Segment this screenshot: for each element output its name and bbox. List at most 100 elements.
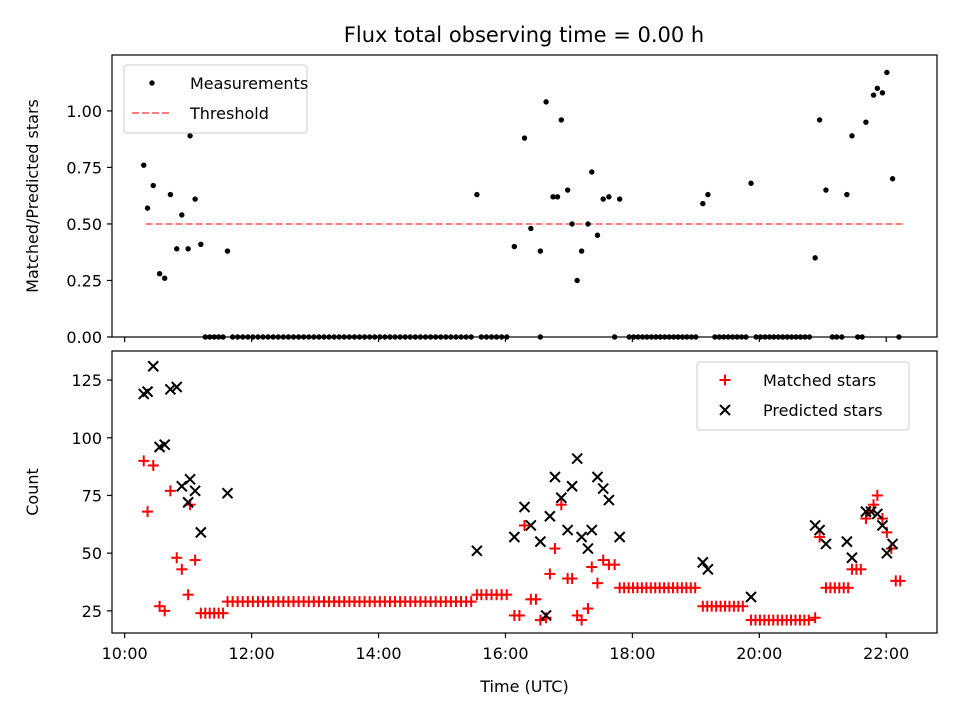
legend-marker: [149, 80, 155, 86]
matched-point: [860, 513, 872, 525]
matched-point: [159, 605, 171, 617]
measurement-point: [198, 241, 204, 248]
matched-point: [737, 600, 749, 612]
predicted-point: [702, 563, 714, 576]
predicted-point: [540, 609, 552, 622]
measurement-point: [141, 162, 147, 168]
predicted-point: [575, 531, 588, 543]
predicted-point: [571, 452, 583, 465]
predicted-point: [525, 519, 537, 532]
measurement-point: [889, 176, 896, 182]
predicted-point: [221, 487, 234, 499]
legend-label: Predicted stars: [763, 401, 883, 420]
matched-point: [534, 614, 546, 626]
measurement-point: [863, 119, 869, 125]
matched-point: [555, 499, 567, 511]
measurement-point: [870, 92, 877, 98]
y-tick-label: 125: [71, 371, 102, 390]
measurement-point: [585, 221, 591, 227]
measurement-point: [844, 191, 850, 198]
matched-point: [530, 593, 542, 605]
matched-point: [894, 575, 906, 587]
series-matched-stars: [138, 455, 906, 626]
predicted-point: [813, 524, 826, 536]
measurement-point: [161, 275, 168, 281]
y-tick-label: 0.50: [66, 215, 102, 234]
legend-marker: [719, 374, 731, 386]
matched-point: [217, 607, 229, 619]
measurement-point: [185, 246, 191, 252]
measurement-point: [543, 99, 549, 105]
predicted-point: [860, 505, 872, 518]
measurement-point: [594, 232, 601, 238]
measurement-point: [616, 196, 623, 202]
measurement-point: [167, 191, 174, 198]
measurement-point: [192, 196, 198, 202]
measurement-point: [554, 194, 561, 200]
measurement-point: [700, 200, 706, 207]
predicted-point: [582, 542, 594, 555]
predicted-point: [158, 438, 171, 451]
measurement-point: [816, 117, 823, 123]
y-tick-label: 100: [71, 429, 102, 448]
predicted-point: [555, 492, 568, 504]
y-axis-label: Count: [23, 468, 42, 516]
matched-point: [597, 554, 609, 566]
matched-point: [609, 559, 621, 571]
top-panel: 0.00 0.25 0.50 0.75 1.00 Matched/Predicted st…: [23, 54, 938, 347]
matched-point: [176, 563, 188, 575]
predicted-point: [841, 535, 853, 548]
matched-point: [465, 596, 477, 608]
matched-point: [576, 614, 588, 626]
predicted-point: [603, 494, 615, 506]
matched-point: [809, 612, 821, 624]
measurement-point: [578, 248, 585, 254]
measurement-point: [156, 270, 163, 277]
measurement-point: [849, 133, 855, 139]
measurement-point: [705, 191, 711, 198]
series-predicted-stars: [138, 360, 899, 622]
predicted-point: [471, 545, 483, 557]
measurement-point: [606, 194, 612, 200]
measurement-point: [528, 225, 534, 232]
matched-point: [842, 582, 854, 594]
measurement-point: [150, 182, 156, 189]
matched-point: [566, 573, 578, 585]
legend-label: Measurements: [190, 74, 308, 93]
matched-point: [855, 563, 867, 575]
x-tick-label: 10:00: [102, 644, 148, 663]
matched-point: [544, 568, 556, 580]
matched-point: [591, 577, 603, 589]
legend-marker: [719, 404, 731, 416]
predicted-point: [820, 538, 832, 550]
measurement-point: [521, 135, 528, 141]
predicted-point: [865, 505, 877, 518]
predicted-point: [508, 531, 521, 543]
predicted-point: [697, 556, 709, 569]
matched-point: [142, 506, 154, 518]
matched-point: [501, 589, 513, 601]
predicted-point: [597, 482, 609, 495]
legend-box: [696, 361, 910, 431]
predicted-point: [534, 535, 547, 548]
predicted-point: [745, 591, 757, 603]
legend-label: Matched stars: [763, 371, 876, 390]
predicted-point: [189, 485, 201, 497]
predicted-point: [846, 552, 858, 564]
legend-box: [123, 64, 308, 134]
matched-point: [803, 614, 815, 626]
measurement-point: [174, 246, 180, 252]
x-tick-label: 20:00: [736, 644, 782, 663]
measurement-point: [187, 133, 193, 139]
matched-point: [182, 589, 194, 601]
measurement-point: [574, 277, 580, 284]
predicted-point: [591, 471, 604, 483]
matched-point: [189, 554, 201, 566]
y-tick-label: 75: [82, 486, 102, 505]
predicted-point: [871, 508, 884, 520]
measurement-point: [812, 255, 818, 261]
y-tick-label: 25: [82, 602, 102, 621]
predicted-point: [184, 473, 196, 486]
measurement-point: [879, 90, 886, 96]
x-axis-label: Time (UTC): [479, 677, 568, 696]
